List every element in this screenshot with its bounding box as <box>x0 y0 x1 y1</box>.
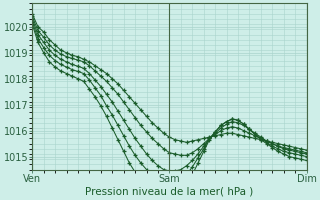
X-axis label: Pression niveau de la mer( hPa ): Pression niveau de la mer( hPa ) <box>85 187 253 197</box>
